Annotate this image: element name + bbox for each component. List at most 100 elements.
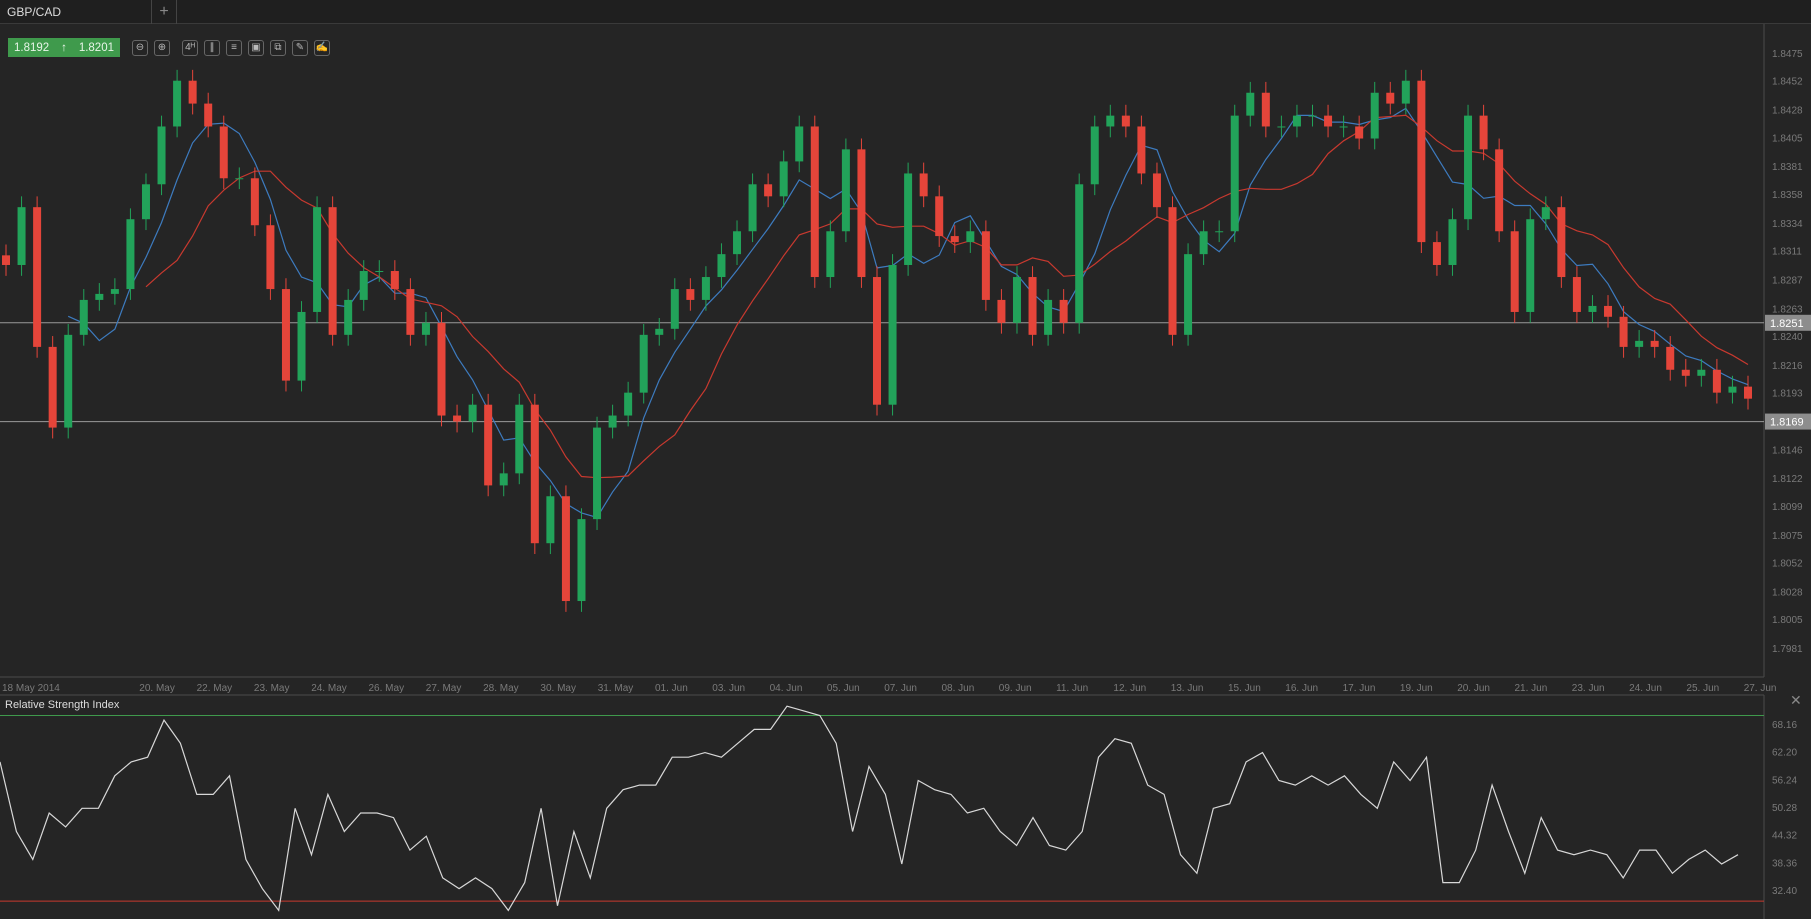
x-tick-label: 01. Jun [655, 683, 688, 694]
price-badge[interactable]: 1.8192 ↑ 1.8201 [8, 38, 120, 57]
rsi-y-tick-label: 62.20 [1772, 748, 1797, 759]
candle-body [17, 207, 26, 265]
rsi-y-tick-label: 38.36 [1772, 858, 1797, 869]
candle-body [1681, 369, 1690, 376]
candle-body [1168, 207, 1177, 335]
candle-body [1121, 115, 1130, 127]
timeframe-h4-button[interactable]: 4ᴴ [182, 39, 198, 56]
bullish-candle [733, 220, 742, 265]
x-tick-label: 23. Jun [1572, 683, 1605, 694]
candle-body [1090, 126, 1099, 185]
y-tick-label: 1.8099 [1772, 502, 1803, 513]
candle-body [810, 126, 819, 278]
bearish-candle [1712, 358, 1721, 404]
candle-body [1572, 277, 1581, 312]
bearish-candle [1137, 115, 1146, 185]
candle-body [577, 519, 586, 602]
rsi-line [0, 705, 1739, 912]
candle-body [1261, 92, 1270, 127]
bullish-candle [1106, 104, 1115, 138]
rsi-y-tick-label: 50.28 [1772, 803, 1797, 814]
candle-body [1106, 115, 1115, 127]
x-tick-label: 27. May [426, 683, 462, 694]
x-tick-label: 13. Jun [1171, 683, 1204, 694]
bullish-candle [157, 115, 166, 196]
bearish-candle [484, 393, 493, 497]
candle-body [655, 328, 664, 335]
bearish-candle [764, 173, 773, 208]
candle-body [779, 161, 788, 197]
candle-body [670, 289, 679, 329]
chart-type-candles-icon[interactable]: ∥ [204, 39, 220, 56]
candle-body [1697, 369, 1706, 376]
bullish-candle [79, 289, 88, 346]
tab-gbp-cad[interactable]: GBP/CAD [0, 0, 152, 24]
bearish-candle [188, 69, 197, 115]
bullish-candle [1728, 375, 1737, 404]
bearish-candle [686, 278, 695, 311]
bullish-candle [593, 416, 602, 530]
zoom-in-icon[interactable]: ⊕ [154, 39, 170, 56]
candle-body [33, 207, 42, 347]
bullish-candle [717, 243, 726, 288]
x-tick-label: 17. Jun [1343, 683, 1376, 694]
bullish-candle [515, 393, 524, 485]
indicators-icon[interactable]: ≡ [226, 39, 242, 56]
candle-body [717, 254, 726, 278]
candle-body [2, 255, 10, 265]
candle-body [110, 289, 119, 294]
candle-body [1199, 231, 1208, 255]
candle-body [1728, 386, 1737, 393]
candle-body [1541, 207, 1550, 220]
x-tick-label: 08. Jun [942, 683, 975, 694]
bearish-candle [1417, 69, 1426, 253]
copy-icon[interactable]: ⧉ [270, 39, 286, 56]
candle-body [1059, 299, 1068, 323]
candle-body [1308, 115, 1317, 117]
bullish-candle [1370, 81, 1379, 150]
bearish-candle [1479, 104, 1488, 161]
candle-body [1604, 305, 1613, 317]
bearish-candle [390, 260, 399, 300]
bearish-candle [1510, 220, 1519, 323]
candle-body [281, 289, 290, 381]
y-tick-label: 1.8052 [1772, 558, 1803, 569]
bearish-candle [810, 115, 819, 288]
bullish-candle [1215, 220, 1224, 243]
candle-body [1526, 219, 1535, 312]
bearish-candle [981, 220, 990, 311]
bullish-candle [1230, 104, 1239, 243]
bearish-candle [530, 393, 539, 555]
candle-body [561, 496, 570, 602]
candle-body [1277, 126, 1286, 128]
candle-body [919, 173, 928, 197]
bullish-candle [141, 173, 150, 231]
bullish-candle [546, 485, 555, 555]
draw-icon[interactable]: ✍ [314, 39, 330, 56]
price-level-label: 1.8169 [1770, 417, 1804, 429]
y-tick-label: 1.8005 [1772, 615, 1803, 626]
bearish-candle [48, 336, 57, 439]
add-tab-button[interactable]: + [152, 0, 177, 24]
candle-body [468, 404, 477, 422]
close-rsi-icon[interactable]: ✕ [1790, 692, 1802, 708]
y-tick-label: 1.8287 [1772, 275, 1803, 286]
bearish-candle [1557, 196, 1566, 288]
zoom-out-icon[interactable]: ⊖ [132, 39, 148, 56]
bearish-candle [1744, 375, 1752, 410]
candle-body [904, 173, 913, 265]
candle-body [1246, 92, 1255, 116]
candle-body [1292, 115, 1301, 127]
ma-slow-line [145, 114, 1749, 479]
bearish-candle [1666, 336, 1675, 381]
bullish-candle [826, 220, 835, 288]
edit-icon[interactable]: ✎ [292, 39, 308, 56]
candle-body [359, 271, 368, 300]
candle-body [1635, 340, 1644, 347]
bearish-candle [1152, 162, 1161, 219]
rsi-y-tick-label: 56.24 [1772, 775, 1797, 786]
candle-body [1712, 369, 1721, 393]
chart-image-icon[interactable]: ▣ [248, 39, 264, 56]
candle-body [328, 207, 337, 335]
bearish-candle [997, 289, 1006, 334]
